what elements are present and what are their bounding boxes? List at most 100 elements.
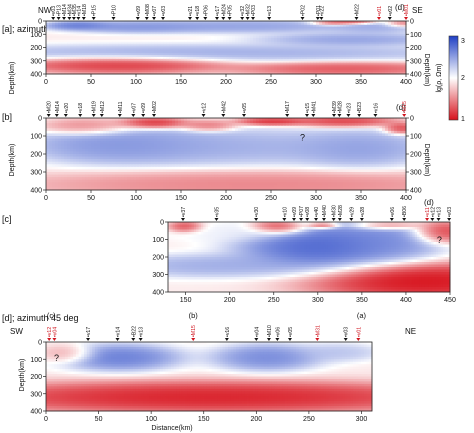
heatmap-cell <box>235 64 239 67</box>
heatmap-cell <box>304 128 308 132</box>
heatmap-cell <box>394 56 398 60</box>
heatmap-cell <box>181 118 185 121</box>
heatmap-cell <box>64 72 68 75</box>
heatmap-cell <box>49 125 53 129</box>
heatmap-cell <box>292 138 296 142</box>
heatmap-cell <box>133 56 137 60</box>
heatmap-cell <box>166 123 170 127</box>
heatmap-cell <box>193 21 197 24</box>
heatmap-cell <box>331 64 335 67</box>
heatmap-cell <box>259 120 263 124</box>
heatmap-cell <box>286 45 290 48</box>
heatmap-cell <box>61 22 65 26</box>
heatmap-cell <box>91 62 95 65</box>
heatmap-cell <box>163 120 167 124</box>
heatmap-cell <box>70 49 74 52</box>
heatmap-cell <box>190 56 194 60</box>
heatmap-cell <box>151 64 155 67</box>
heatmap-cell <box>79 21 83 24</box>
heatmap-cell <box>88 120 92 124</box>
heatmap-cell <box>292 70 296 73</box>
heatmap-cell <box>181 141 185 145</box>
station-marker <box>91 17 96 20</box>
heatmap-cell <box>313 34 317 37</box>
heatmap-cell <box>295 51 299 54</box>
heatmap-cell <box>328 130 332 134</box>
heatmap-cell <box>211 39 215 43</box>
heatmap-cell <box>298 58 302 62</box>
heatmap-cell <box>343 53 347 56</box>
heatmap-cell <box>382 47 386 50</box>
heatmap-cell <box>379 51 383 54</box>
heatmap-cell <box>112 56 116 60</box>
heatmap-cell <box>88 49 92 52</box>
heatmap-cell <box>355 51 359 54</box>
heatmap-cell <box>124 47 128 50</box>
heatmap-cell <box>244 125 248 129</box>
heatmap-cell <box>136 120 140 124</box>
heatmap-cell <box>61 45 65 48</box>
heatmap-cell <box>253 26 257 29</box>
heatmap-cell <box>364 130 368 134</box>
heatmap-cell <box>394 138 398 142</box>
heatmap-cell <box>208 43 212 46</box>
heatmap-cell <box>214 136 218 139</box>
heatmap-cell <box>295 141 299 145</box>
heatmap-cell <box>199 24 203 28</box>
heatmap-cell <box>202 128 206 132</box>
heatmap-cell <box>274 146 278 150</box>
heatmap-cell <box>361 130 365 134</box>
heatmap-cell <box>88 30 92 33</box>
heatmap-cell <box>271 55 275 58</box>
heatmap-cell <box>346 143 350 147</box>
heatmap-cell <box>169 28 173 31</box>
heatmap-cell <box>262 39 266 43</box>
heatmap-cell <box>322 39 326 43</box>
heatmap-cell <box>205 36 209 39</box>
heatmap-cell <box>244 133 248 137</box>
heatmap-cell <box>253 60 257 64</box>
heatmap-cell <box>391 66 395 69</box>
heatmap-cell <box>109 21 113 24</box>
heatmap-cell <box>229 148 233 152</box>
heatmap-cell <box>211 130 215 134</box>
heatmap-cell <box>184 136 188 139</box>
heatmap-cell <box>232 146 236 150</box>
heatmap-cell <box>253 22 257 26</box>
heatmap-cell <box>334 36 338 39</box>
heatmap-cell <box>244 68 248 71</box>
heatmap-cell <box>253 30 257 33</box>
heatmap-cell <box>322 136 326 139</box>
heatmap-cell <box>253 130 257 134</box>
heatmap-cell <box>340 24 344 28</box>
heatmap-cell <box>55 128 59 132</box>
heatmap-cell <box>58 28 62 31</box>
heatmap-cell <box>229 53 233 56</box>
heatmap-cell <box>289 138 293 142</box>
heatmap-cell <box>133 118 137 121</box>
heatmap-cell <box>172 72 176 75</box>
heatmap-cell <box>127 22 131 26</box>
heatmap-cell <box>238 41 242 45</box>
heatmap-cell <box>214 120 218 124</box>
heatmap-cell <box>100 58 104 62</box>
heatmap-cell <box>169 68 173 71</box>
x-tick-label: 50 <box>87 79 95 86</box>
heatmap-cell <box>97 41 101 45</box>
heatmap-cell <box>232 24 236 28</box>
heatmap-cell <box>265 47 269 50</box>
heatmap-cell <box>202 56 206 60</box>
heatmap-cell <box>76 43 80 46</box>
heatmap-cell <box>211 128 215 132</box>
heatmap-cell <box>295 30 299 33</box>
heatmap-cell <box>100 55 104 58</box>
heatmap-cell <box>103 148 107 152</box>
heatmap-cell <box>238 55 242 58</box>
heatmap-cell <box>370 39 374 43</box>
heatmap-cell <box>286 64 290 67</box>
heatmap-cell <box>235 136 239 139</box>
heatmap-cell <box>340 36 344 39</box>
heatmap-cell <box>169 51 173 54</box>
heatmap-cell <box>319 70 323 73</box>
heatmap-cell <box>256 60 260 64</box>
